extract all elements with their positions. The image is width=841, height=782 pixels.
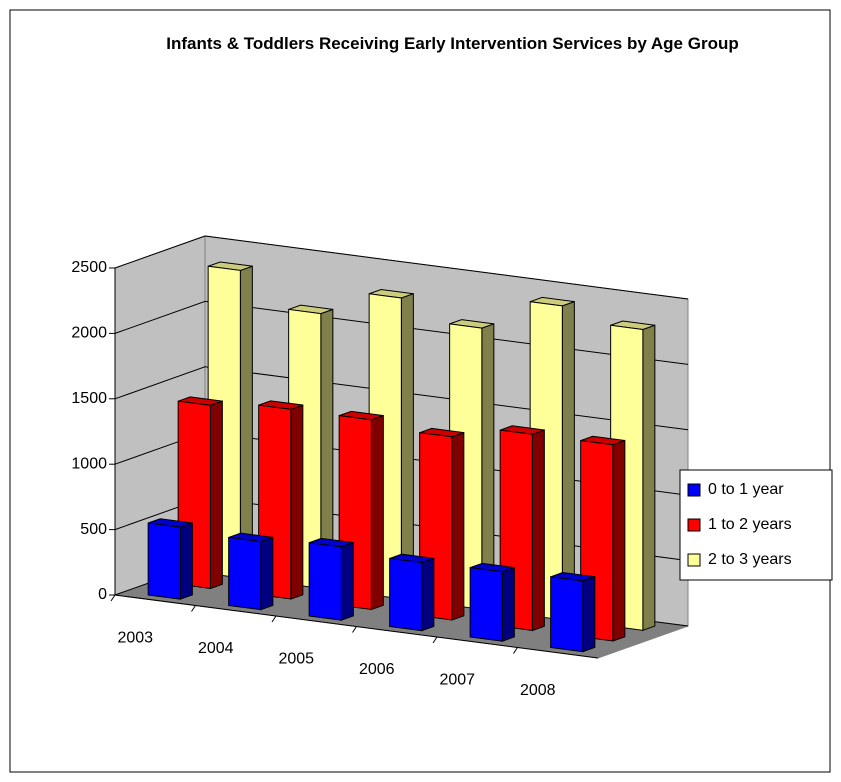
x-tick [513,647,518,654]
bar [308,537,354,621]
legend-swatch [687,553,701,567]
bar-side [531,429,545,632]
x-tick [110,594,116,602]
bar-side [239,265,253,579]
bar-front [389,557,423,632]
bar [469,562,515,642]
bar-front [147,522,181,600]
legend-box [679,469,833,581]
x-tick-label: 2008 [520,682,556,699]
legend-label: 1 to 2 years [708,516,792,533]
y-tick-label: 0 [98,586,107,603]
bar-front [228,536,262,611]
x-tick [271,615,277,623]
bar-front [550,576,584,653]
y-tick-label: 1000 [71,455,107,472]
bar-side [370,414,384,611]
chart-title: Infants & Toddlers Receiving Early Inter… [166,34,739,53]
x-tick [432,636,438,644]
grid-line [114,366,689,431]
bar-side [179,522,193,600]
bar-side [400,293,414,600]
bar-side [561,300,575,621]
bar-side [501,566,515,642]
legend-label: 0 to 1 year [708,481,784,498]
bar [147,518,193,600]
x-tick-label: 2006 [359,661,395,678]
y-tick-label: 2000 [71,325,107,342]
legend-swatch [687,518,701,532]
bar-side [612,439,626,642]
y-tick-label: 1500 [71,390,107,407]
x-tick [352,626,357,633]
bar-front [469,567,503,642]
x-tick-label: 2005 [278,650,314,667]
x-tick-label: 2007 [439,671,475,688]
grid-line [114,300,689,365]
bar [228,532,274,611]
x-tick-label: 2003 [117,629,153,646]
y-tick-label: 500 [80,521,107,538]
bar-side [209,400,223,590]
bar-side [260,536,274,611]
legend-swatch [687,483,701,497]
bar-side [421,557,435,632]
y-tick-label: 2500 [71,259,107,276]
bar-side [582,576,596,653]
bar-front [308,542,342,621]
x-tick-label: 2004 [198,640,234,657]
bar [389,553,435,632]
bar-side [642,324,656,632]
bar-side [451,431,465,621]
grid-line [114,235,689,300]
bar-side [340,541,354,621]
bar [550,572,596,653]
bar-side [290,404,304,600]
legend-label: 2 to 3 years [708,551,792,568]
x-tick [191,605,196,612]
